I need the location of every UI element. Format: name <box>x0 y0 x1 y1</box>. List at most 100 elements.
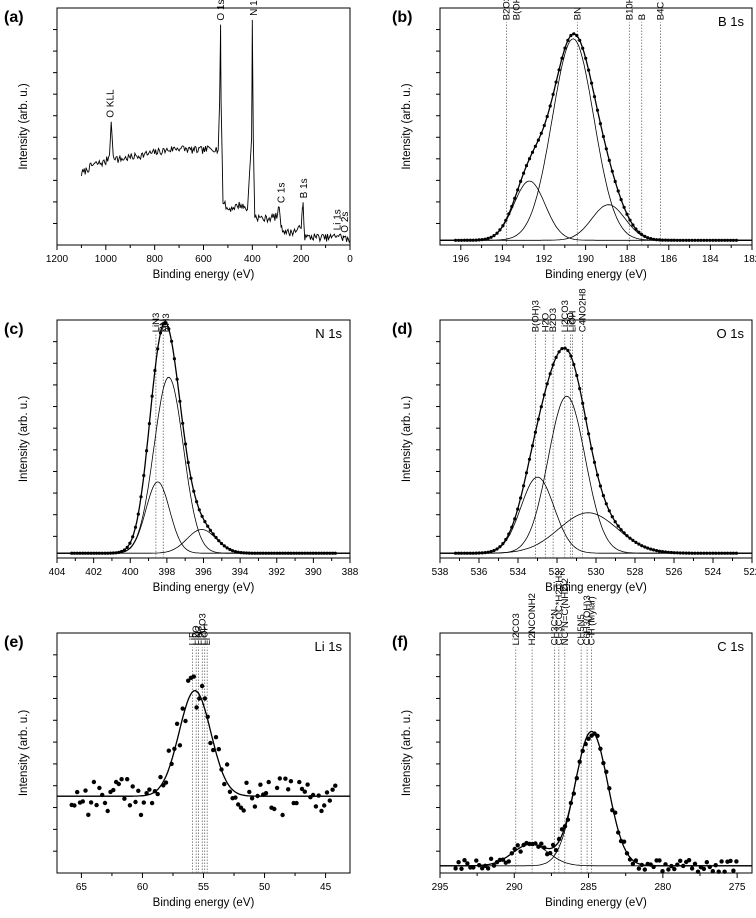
data-point <box>655 238 659 242</box>
data-point <box>480 551 484 555</box>
data-point <box>241 808 246 813</box>
data-point <box>542 845 547 850</box>
data-point <box>166 748 171 753</box>
data-point <box>89 551 93 555</box>
panel-e: 65 60 55 50 45 Binding energy (eV) Intensity (… <box>4 613 351 909</box>
data-point <box>590 81 594 85</box>
panel-d: 538 536 534 532 530 528 526 524 522 Binding energ… <box>392 288 756 594</box>
data-point <box>536 844 541 849</box>
data-point <box>657 549 662 553</box>
data-point <box>269 551 274 555</box>
reference-label: B <box>637 14 648 20</box>
data-point <box>551 92 555 96</box>
x-tick-label: 400 <box>122 567 139 578</box>
data-point <box>660 550 665 554</box>
x-tick-label: 184 <box>702 254 719 265</box>
x-tick-label: 285 <box>580 882 597 893</box>
data-point <box>622 205 626 209</box>
data-point <box>634 227 638 231</box>
reference-label: LiF <box>188 632 199 645</box>
data-point <box>233 795 238 800</box>
data-point <box>631 223 635 227</box>
data-point <box>613 520 617 524</box>
x-tick-label: 275 <box>729 882 746 893</box>
data-point <box>94 802 99 808</box>
x-tick-label: 55 <box>198 882 210 893</box>
data-point <box>216 747 221 752</box>
data-point <box>80 799 86 804</box>
reference-label: BN <box>572 7 583 20</box>
data-point <box>515 843 520 848</box>
data-point <box>152 789 158 794</box>
data-point <box>581 401 585 405</box>
data-point <box>681 863 686 869</box>
x-axis-title: Binding energy (eV) <box>153 582 255 594</box>
data-point <box>122 796 127 801</box>
data-point <box>684 238 688 242</box>
fit-component-curve <box>57 528 350 554</box>
panel-title: N 1s <box>315 326 342 341</box>
data-point <box>255 793 260 799</box>
panel-label: (b) <box>392 9 412 26</box>
data-point <box>477 238 481 242</box>
data-point <box>690 551 694 555</box>
data-point <box>512 846 517 852</box>
data-point <box>102 800 108 806</box>
data-point <box>247 789 252 795</box>
data-point <box>292 551 296 555</box>
data-point <box>734 551 739 555</box>
data-point <box>236 802 241 807</box>
panel-f: 295 290 285 280 275 Binding energy (eV) Intens… <box>392 570 753 909</box>
data-point <box>142 473 146 478</box>
data-point <box>244 551 249 555</box>
data-point <box>568 800 574 806</box>
data-point <box>172 746 177 751</box>
data-point <box>649 547 653 551</box>
data-point <box>328 551 332 555</box>
data-point <box>687 238 691 242</box>
x-tick-label: 528 <box>627 567 644 578</box>
data-point <box>480 238 484 242</box>
data-point <box>692 861 698 866</box>
data-point <box>242 551 246 555</box>
x-tick-label: 402 <box>85 567 102 578</box>
x-tick-label: 388 <box>342 567 359 578</box>
data-point <box>578 387 582 391</box>
data-point <box>127 803 133 808</box>
data-point <box>628 218 632 222</box>
data-point <box>468 238 472 242</box>
data-point <box>119 777 124 782</box>
data-point <box>559 827 565 832</box>
data-point <box>178 399 182 403</box>
y-axis-title: Intensity (arb. u.) <box>18 396 30 482</box>
data-point <box>277 776 282 781</box>
data-point <box>117 550 121 555</box>
x-tick-label: 1000 <box>95 254 118 265</box>
data-point <box>136 512 140 516</box>
data-point <box>702 551 706 555</box>
plot-frame <box>56 632 351 874</box>
data-point <box>136 788 141 793</box>
data-point <box>553 848 559 853</box>
data-point <box>657 858 662 863</box>
data-point <box>103 551 107 555</box>
fit-component-curve <box>440 38 752 241</box>
data-point <box>81 551 85 555</box>
data-point <box>536 138 541 142</box>
data-point <box>459 238 464 242</box>
data-point <box>731 868 736 873</box>
data-point <box>501 542 505 546</box>
data-point <box>72 803 77 808</box>
data-point <box>153 368 157 373</box>
data-point <box>707 864 712 870</box>
data-point <box>519 496 523 500</box>
data-point <box>607 509 611 513</box>
data-point <box>122 548 126 552</box>
data-point <box>652 548 656 552</box>
data-point <box>587 68 591 72</box>
data-point <box>539 841 544 846</box>
data-point <box>488 856 494 861</box>
data-point <box>708 551 712 555</box>
data-point <box>286 551 290 555</box>
